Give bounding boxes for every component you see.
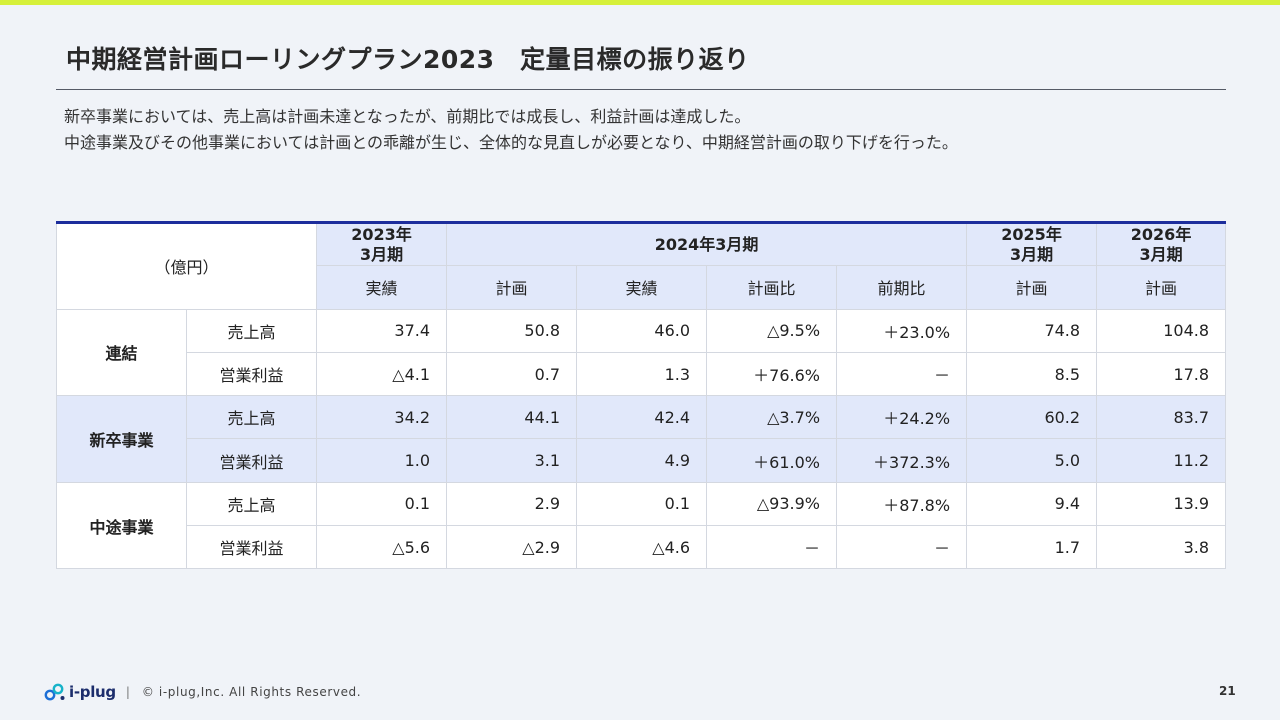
unit-label: （億円） — [55, 222, 318, 310]
accent-top-bar — [0, 0, 1280, 5]
table-cell: 8.5 — [966, 351, 1098, 397]
col-header: 実績 — [576, 265, 708, 310]
period-2023-text: 2023年 3月期 — [351, 224, 412, 264]
period-2026-text: 2026年 3月期 — [1130, 224, 1192, 264]
table-cell: △93.9% — [706, 481, 838, 527]
table-row: 新卒事業 売上高 34.2 44.1 42.4 △3.7% ＋24.2% 60.… — [56, 395, 1227, 483]
summary-line-1: 新卒事業においては、売上高は計画未達となったが、前期比では成長し、利益計画は達成… — [64, 107, 751, 126]
table-cell: 0.7 — [446, 351, 578, 397]
copyright-text: © i-plug,Inc. All Rights Reserved. — [141, 685, 362, 699]
table-cell: 34.2 — [316, 395, 448, 440]
table-cell: △5.6 — [316, 525, 448, 570]
table-cell: △9.5% — [706, 308, 838, 353]
table-cell: － — [836, 351, 968, 397]
row-label: 営業利益 — [185, 351, 318, 397]
table-cell: 60.2 — [966, 395, 1098, 440]
table-cell: 11.2 — [1096, 438, 1227, 483]
table-cell: △3.7% — [706, 395, 838, 440]
table-cell: － — [836, 525, 968, 570]
col-header: 計画比 — [706, 265, 838, 310]
col-header: 前期比 — [836, 265, 968, 310]
table-cell: 46.0 — [576, 308, 708, 353]
table-cell: 13.9 — [1096, 481, 1227, 527]
row-label: 営業利益 — [185, 438, 318, 483]
period-2025-text: 2025年 3月期 — [1001, 224, 1062, 264]
row-label: 売上高 — [185, 395, 318, 440]
table-row: 連結 売上高 37.4 50.8 46.0 △9.5% ＋23.0% 74.8 … — [56, 308, 1227, 397]
period-header-2025: 2025年 3月期 — [966, 221, 1098, 267]
row-label: 売上高 — [185, 308, 318, 353]
table-cell: ＋372.3% — [836, 438, 968, 483]
table-cell: △4.6 — [576, 525, 708, 570]
table-row: 中途事業 売上高 0.1 2.9 0.1 △93.9% ＋87.8% 9.4 1… — [56, 481, 1227, 570]
table-cell: ＋61.0% — [706, 438, 838, 483]
footer-divider: | — [125, 685, 130, 699]
table-cell: ＋24.2% — [836, 395, 968, 440]
kpi-table: （億円） 2023年 3月期 2024年3月期 2025年 3月期 2026年 … — [55, 221, 1227, 570]
page-title: 中期経営計画ローリングプラン2023 定量目標の振り返り — [66, 45, 750, 74]
logo-text: i-plug — [69, 683, 116, 701]
page-number: 21 — [1219, 684, 1236, 698]
table-cell: ＋87.8% — [836, 481, 968, 527]
table-cell: 4.9 — [576, 438, 708, 483]
table-row: 営業利益 1.0 3.1 4.9 ＋61.0% ＋372.3% 5.0 11.2 — [57, 438, 1227, 483]
row-label: 売上高 — [185, 481, 318, 527]
table-cell: 104.8 — [1096, 308, 1227, 353]
row-label: 営業利益 — [185, 525, 318, 570]
table-cell: ＋76.6% — [706, 351, 838, 397]
table-cell: 2.9 — [446, 481, 578, 527]
table-row: 営業利益 △4.1 0.7 1.3 ＋76.6% － 8.5 17.8 — [57, 351, 1227, 397]
table-cell: 74.8 — [966, 308, 1098, 353]
table-cell: 83.7 — [1096, 395, 1227, 440]
col-header: 実績 — [316, 265, 448, 310]
table-cell: 3.8 — [1096, 525, 1227, 570]
summary-line-2: 中途事業及びその他事業においては計画との乖離が生じ、全体的な見直しが必要となり、… — [64, 133, 958, 152]
table-cell: － — [706, 525, 838, 570]
table-cell: 5.0 — [966, 438, 1098, 483]
table-row: 営業利益 △5.6 △2.9 △4.6 － － 1.7 3.8 — [57, 525, 1227, 570]
i-plug-logo-icon — [44, 683, 65, 701]
table-cell: 42.4 — [576, 395, 708, 440]
period-header-2026: 2026年 3月期 — [1096, 221, 1227, 267]
footer: i-plug | © i-plug,Inc. All Rights Reserv… — [44, 680, 361, 704]
col-header: 計画 — [1096, 265, 1227, 310]
table-cell: 50.8 — [446, 308, 578, 353]
title-divider — [56, 89, 1226, 90]
period-header-2024: 2024年3月期 — [446, 221, 968, 267]
period-header-2023: 2023年 3月期 — [316, 221, 448, 267]
table-cell: △2.9 — [446, 525, 578, 570]
table-cell: ＋23.0% — [836, 308, 968, 353]
table-cell: 17.8 — [1096, 351, 1227, 397]
table-cell: 44.1 — [446, 395, 578, 440]
table-cell: 37.4 — [316, 308, 448, 353]
table-cell: 3.1 — [446, 438, 578, 483]
table-cell: 1.7 — [966, 525, 1098, 570]
table-cell: 0.1 — [576, 481, 708, 527]
table-cell: 9.4 — [966, 481, 1098, 527]
col-header: 計画 — [966, 265, 1098, 310]
summary-text: 新卒事業においては、売上高は計画未達となったが、前期比では成長し、利益計画は達成… — [64, 104, 958, 156]
segment-name: 中途事業 — [56, 481, 187, 570]
table-cell: △4.1 — [316, 351, 448, 397]
col-header: 計画 — [446, 265, 578, 310]
table-cell: 1.0 — [316, 438, 448, 483]
segment-name: 新卒事業 — [56, 395, 187, 483]
table-cell: 1.3 — [576, 351, 708, 397]
table-cell: 0.1 — [316, 481, 448, 527]
segment-name: 連結 — [56, 308, 187, 397]
